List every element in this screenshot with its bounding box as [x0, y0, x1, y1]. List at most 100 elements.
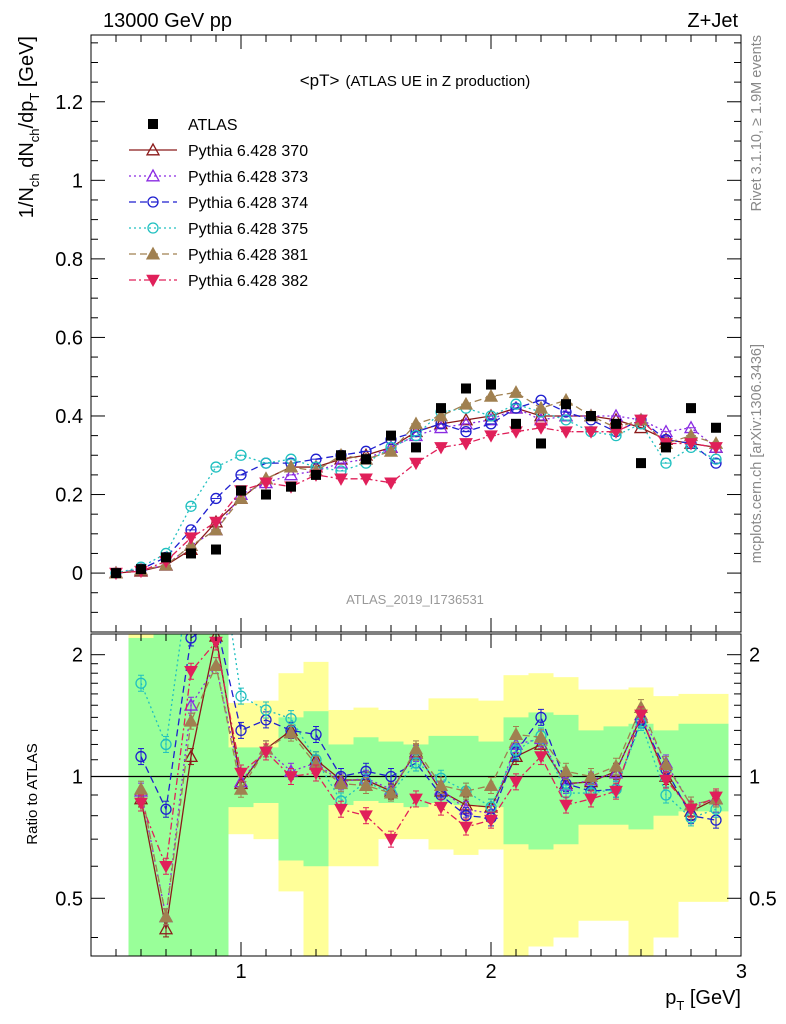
legend-marker	[145, 142, 161, 156]
ratio-series-point-5	[409, 793, 423, 806]
main-series-point-5	[534, 422, 548, 435]
main-series-point-3	[510, 398, 522, 410]
ratio-series-point-3	[285, 712, 297, 725]
ratio-series-point-2	[235, 724, 247, 737]
ratio-series-point-4	[283, 725, 299, 739]
main-series-point-5	[709, 442, 723, 455]
main-series-point-5	[334, 473, 348, 486]
main-series-point-5	[259, 477, 273, 490]
ratio-xtick-label: 2	[485, 961, 496, 983]
main-series-point-5	[584, 426, 598, 439]
main-data-point	[286, 481, 296, 492]
ratio-series-point-5	[284, 771, 298, 784]
ratio-series-point-0	[183, 749, 199, 763]
main-data-point	[536, 438, 546, 449]
ratio-xtick-label: 3	[736, 961, 747, 983]
legend-marker	[147, 222, 159, 234]
main-data-point	[211, 544, 221, 555]
ratio-series-point-3	[660, 789, 672, 801]
x-label-a: p	[665, 987, 676, 1009]
main-ytick-label: 0	[72, 563, 83, 585]
ratio-ytick-label: 0.5	[55, 888, 83, 910]
main-series-point-0	[458, 412, 474, 426]
y-label-d: [GeV]	[16, 36, 38, 93]
stat-band-bin	[178, 634, 204, 956]
plot-title: <pT> (ATLAS UE in Z production)	[300, 71, 531, 90]
main-ytick-label: 1.2	[55, 92, 83, 114]
main-series-point-4	[233, 491, 249, 504]
side-text-top: Rivet 3.1.10, ≥ 1.9M events	[749, 35, 765, 211]
main-series-point-4	[533, 400, 549, 414]
main-series-point-5	[184, 532, 198, 545]
main-series-point-4	[433, 408, 449, 422]
main-data-point	[711, 422, 721, 433]
main-series-point-1	[283, 467, 299, 481]
ratio-series-point-3	[135, 677, 147, 689]
header-left: 13000 GeV pp	[103, 10, 232, 32]
ratio-series-point-2	[185, 634, 197, 644]
x-axis-label: pT [GeV]	[665, 987, 741, 1013]
main-data-point	[411, 442, 421, 453]
main-panel: 0 0.2 0.4 0.6 0.8 1 1.2 <pT> (ATLAS UE in Z pro…	[55, 34, 742, 633]
ratio-ytick-label-right: 1	[749, 766, 760, 788]
ratio-series-point-5	[609, 785, 623, 799]
ratio-series-point-5	[684, 803, 698, 817]
main-series-point-3	[410, 429, 422, 442]
side-text-bottom: mcplots.cern.ch [arXiv:1306.3436]	[749, 344, 765, 563]
main-series-point-3	[260, 457, 272, 469]
main-data-point	[511, 418, 521, 429]
y-label-a-sub: ch	[27, 173, 42, 187]
ratio-series-point-2	[135, 750, 147, 763]
main-series-point-5	[684, 438, 698, 451]
ratio-series-point-4	[233, 781, 249, 795]
main-series-point-3	[185, 500, 197, 512]
main-series-point-4	[483, 389, 499, 402]
legend-label: Pythia 6.428 382	[188, 273, 308, 290]
ratio-ytick-label-right: 0.5	[749, 888, 777, 910]
watermark-text: ATLAS_2019_I1736531	[346, 592, 484, 607]
main-data-point	[361, 454, 371, 465]
ratio-series-point-4	[483, 778, 499, 791]
ratio-series-point-5	[159, 860, 173, 874]
ratio-series-point-2	[310, 728, 322, 741]
ratio-series-point-5	[134, 797, 148, 811]
main-data-point	[561, 399, 571, 410]
plot-title-sub: (ATLAS UE in Z production)	[345, 73, 530, 90]
main-series-point-1	[333, 455, 349, 469]
main-data-point	[111, 568, 121, 579]
legend-marker	[145, 168, 161, 182]
main-plot-area	[108, 379, 724, 581]
ratio-series-point-3	[260, 704, 272, 716]
ratio-series-point-4	[133, 781, 149, 795]
legend-label: Pythia 6.428 373	[188, 169, 308, 186]
main-series-line-0	[115, 407, 717, 574]
ratio-ytick-label: 2	[72, 645, 83, 667]
ratio-series-point-5	[459, 821, 473, 835]
main-ytick-label: 1	[72, 170, 83, 192]
ratio-ytick-label: 1	[72, 766, 83, 788]
x-label-b: [GeV]	[684, 987, 741, 1009]
main-data-point	[161, 552, 171, 563]
ratio-series-point-5	[634, 709, 648, 722]
ratio-series-point-5	[309, 767, 323, 781]
ratio-series-point-4	[558, 763, 574, 777]
main-series-point-2	[210, 492, 222, 505]
main-series-point-5	[434, 442, 448, 455]
ratio-series-point-1	[183, 697, 199, 711]
main-data-point	[261, 489, 271, 500]
ratio-series-point-2	[535, 711, 547, 724]
ratio-series-point-4	[158, 909, 174, 923]
main-series-point-5	[409, 457, 423, 471]
main-series-point-5	[209, 516, 223, 530]
ratio-series-point-0	[158, 921, 174, 935]
ratio-series-point-5	[584, 793, 598, 806]
main-data-point	[586, 410, 596, 421]
main-series-point-1	[458, 416, 474, 430]
main-data-point	[186, 548, 196, 559]
main-series-point-2	[235, 469, 247, 481]
main-series-point-2	[460, 426, 472, 438]
main-series-point-4	[508, 385, 524, 398]
ratio-series-point-4	[508, 727, 524, 740]
main-data-point	[661, 442, 671, 453]
x-label-a-sub: T	[676, 998, 684, 1013]
